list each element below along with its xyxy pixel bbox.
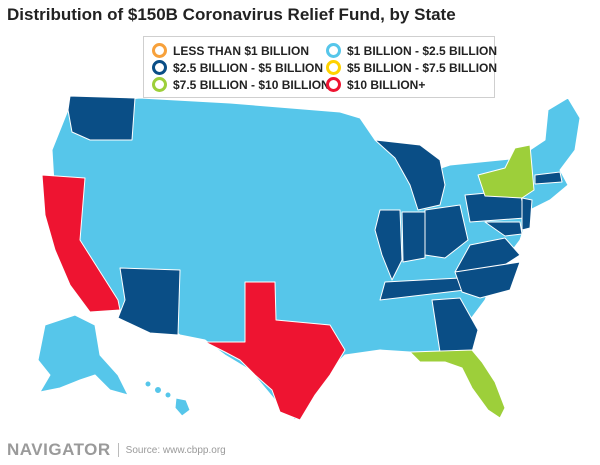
legend-item-10b-plus: $10 BILLION+ bbox=[326, 77, 425, 92]
dark-blue-states bbox=[67, 95, 563, 353]
legend-item-1b-2-5b: $1 BILLION - $2.5 BILLION bbox=[326, 43, 497, 58]
state-north-carolina bbox=[454, 261, 521, 299]
state-ohio bbox=[424, 204, 469, 259]
state-massachusetts bbox=[534, 171, 563, 185]
hawaii-island bbox=[174, 397, 191, 417]
red-ring-icon bbox=[326, 77, 341, 92]
orange-ring-icon bbox=[152, 43, 167, 58]
state-illinois bbox=[374, 209, 403, 281]
navigator-logo: NAVIGATOR bbox=[7, 440, 111, 459]
green-states bbox=[409, 144, 535, 419]
legend-label: $2.5 BILLION - $5 BILLION bbox=[173, 60, 324, 75]
state-texas bbox=[204, 281, 346, 421]
yellow-ring-icon bbox=[326, 60, 341, 75]
light-blue-ring-icon bbox=[326, 43, 341, 58]
state-georgia bbox=[431, 297, 479, 353]
state-washington bbox=[67, 95, 136, 141]
state-virginia bbox=[454, 237, 521, 273]
legend-item-5b-7-5b: $5 BILLION - $7.5 BILLION bbox=[326, 60, 497, 75]
alaska-shape bbox=[37, 314, 129, 396]
state-indiana bbox=[401, 211, 426, 263]
state-new-york bbox=[477, 144, 535, 199]
legend-item-2-5b-5b: $2.5 BILLION - $5 BILLION bbox=[152, 60, 323, 75]
dark-blue-ring-icon bbox=[152, 60, 167, 75]
hawaii-island bbox=[154, 386, 162, 394]
legend-label: $7.5 BILLION - $10 BILLION bbox=[173, 77, 330, 92]
green-ring-icon bbox=[152, 77, 167, 92]
footer-divider bbox=[117, 443, 119, 457]
state-florida bbox=[409, 349, 506, 419]
state-arizona bbox=[117, 267, 181, 336]
hawaii-island bbox=[144, 380, 152, 388]
legend-item-less-than-1b: LESS THAN $1 BILLION bbox=[152, 43, 309, 58]
state-california bbox=[41, 174, 121, 313]
footer: NAVIGATOR Source: www.cbpp.org bbox=[7, 440, 226, 460]
hawaii-island bbox=[164, 391, 172, 399]
state-new-jersey bbox=[521, 197, 533, 231]
legend-label: LESS THAN $1 BILLION bbox=[173, 43, 310, 58]
legend: LESS THAN $1 BILLION $1 BILLION - $2.5 B… bbox=[143, 36, 497, 98]
source-note: Source: www.cbpp.org bbox=[125, 444, 226, 456]
legend-item-7-5b-10b: $7.5 BILLION - $10 BILLION bbox=[152, 77, 330, 92]
legend-label: $10 BILLION+ bbox=[347, 77, 426, 92]
legend-label: $5 BILLION - $7.5 BILLION bbox=[347, 60, 498, 75]
legend-label: $1 BILLION - $2.5 BILLION bbox=[347, 43, 498, 58]
map-title: Distribution of $150B Coronavirus Relief… bbox=[7, 5, 456, 24]
state-michigan bbox=[374, 139, 446, 211]
red-states bbox=[41, 174, 346, 421]
state-maryland bbox=[484, 221, 523, 237]
